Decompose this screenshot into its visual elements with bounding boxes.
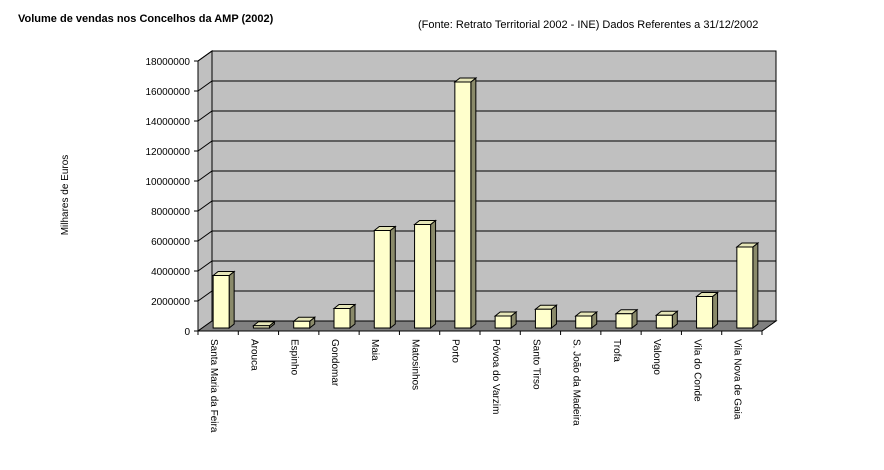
bar-front <box>696 296 714 329</box>
bar <box>211 270 236 330</box>
bar-front <box>414 224 432 329</box>
bar <box>534 304 558 330</box>
x-tick-label: Maia <box>369 339 380 361</box>
bar-front <box>494 315 512 329</box>
bar <box>735 241 760 330</box>
bar <box>574 310 599 330</box>
x-tick-label: Póvoa do Varzim <box>490 339 501 414</box>
bar <box>453 76 478 330</box>
x-tick-label: Matosinhos <box>409 339 420 390</box>
bar <box>372 225 397 330</box>
bar-side <box>470 76 477 330</box>
x-tick-label: Porto <box>450 339 461 363</box>
plot-back-wall <box>211 50 777 322</box>
gridline <box>197 260 776 272</box>
bar-front <box>212 275 230 329</box>
bar-front <box>373 230 391 329</box>
y-tick-label: 14000000 <box>146 117 191 128</box>
x-tick-label: Santa Maria da Feira <box>208 339 219 433</box>
gridline <box>197 170 776 182</box>
gridline <box>197 200 776 212</box>
y-tick-label: 2000000 <box>151 297 190 308</box>
bar-front <box>575 315 593 329</box>
bar-front <box>293 320 311 329</box>
y-tick-label: 6000000 <box>151 237 190 248</box>
bar <box>292 316 317 330</box>
x-tick-label: Vila Nova de Gaia <box>732 339 743 420</box>
bar <box>413 219 437 330</box>
plot-floor <box>196 320 778 332</box>
plot-side-wall <box>197 50 213 332</box>
bar <box>654 310 679 330</box>
y-tick-label: 8000000 <box>151 207 190 218</box>
bar-front <box>252 325 270 329</box>
x-tick-label: Trofa <box>611 339 622 362</box>
bar <box>252 320 276 330</box>
bar-front <box>534 308 552 329</box>
x-tick-label: Gondomar <box>329 339 340 387</box>
gridline <box>197 140 776 152</box>
y-tick-label: 10000000 <box>146 177 191 188</box>
bar <box>695 291 719 330</box>
bar-side <box>228 270 235 330</box>
y-tick-label: 4000000 <box>151 267 190 278</box>
chart-title: Volume de vendas nos Concelhos da AMP (2… <box>18 13 274 25</box>
y-axis-label: Milhares de Euros <box>60 155 71 236</box>
y-tick-label: 0 <box>184 327 190 338</box>
chart-subtitle: (Fonte: Retrato Territorial 2002 - INE) … <box>418 19 759 31</box>
x-tick-label: Espinho <box>289 339 300 376</box>
bar-front <box>736 246 754 329</box>
gridline <box>197 290 776 302</box>
x-tick-label: Arouca <box>248 339 259 371</box>
bar <box>493 310 518 330</box>
x-tick-label: Vila do Conde <box>691 339 702 402</box>
bar-side <box>389 225 396 330</box>
x-tick-label: Santo Tirso <box>530 339 541 390</box>
bar-front <box>615 313 633 329</box>
bar-front <box>454 81 472 329</box>
y-tick-label: 16000000 <box>146 87 191 98</box>
gridline <box>197 80 776 92</box>
bar <box>614 308 639 330</box>
bar-side <box>430 219 437 330</box>
x-tick-label: Valongo <box>651 339 662 375</box>
x-tick-label: S. João da Madeira <box>571 339 582 426</box>
bar-side <box>712 291 719 330</box>
gridline <box>197 50 776 62</box>
gridline <box>197 110 776 122</box>
bar-side <box>752 241 759 330</box>
y-tick-label: 18000000 <box>146 57 191 68</box>
bar-front <box>333 308 351 329</box>
y-tick-label: 12000000 <box>146 147 191 158</box>
bar <box>332 303 357 330</box>
gridline <box>197 230 776 242</box>
bar-front <box>655 314 673 329</box>
